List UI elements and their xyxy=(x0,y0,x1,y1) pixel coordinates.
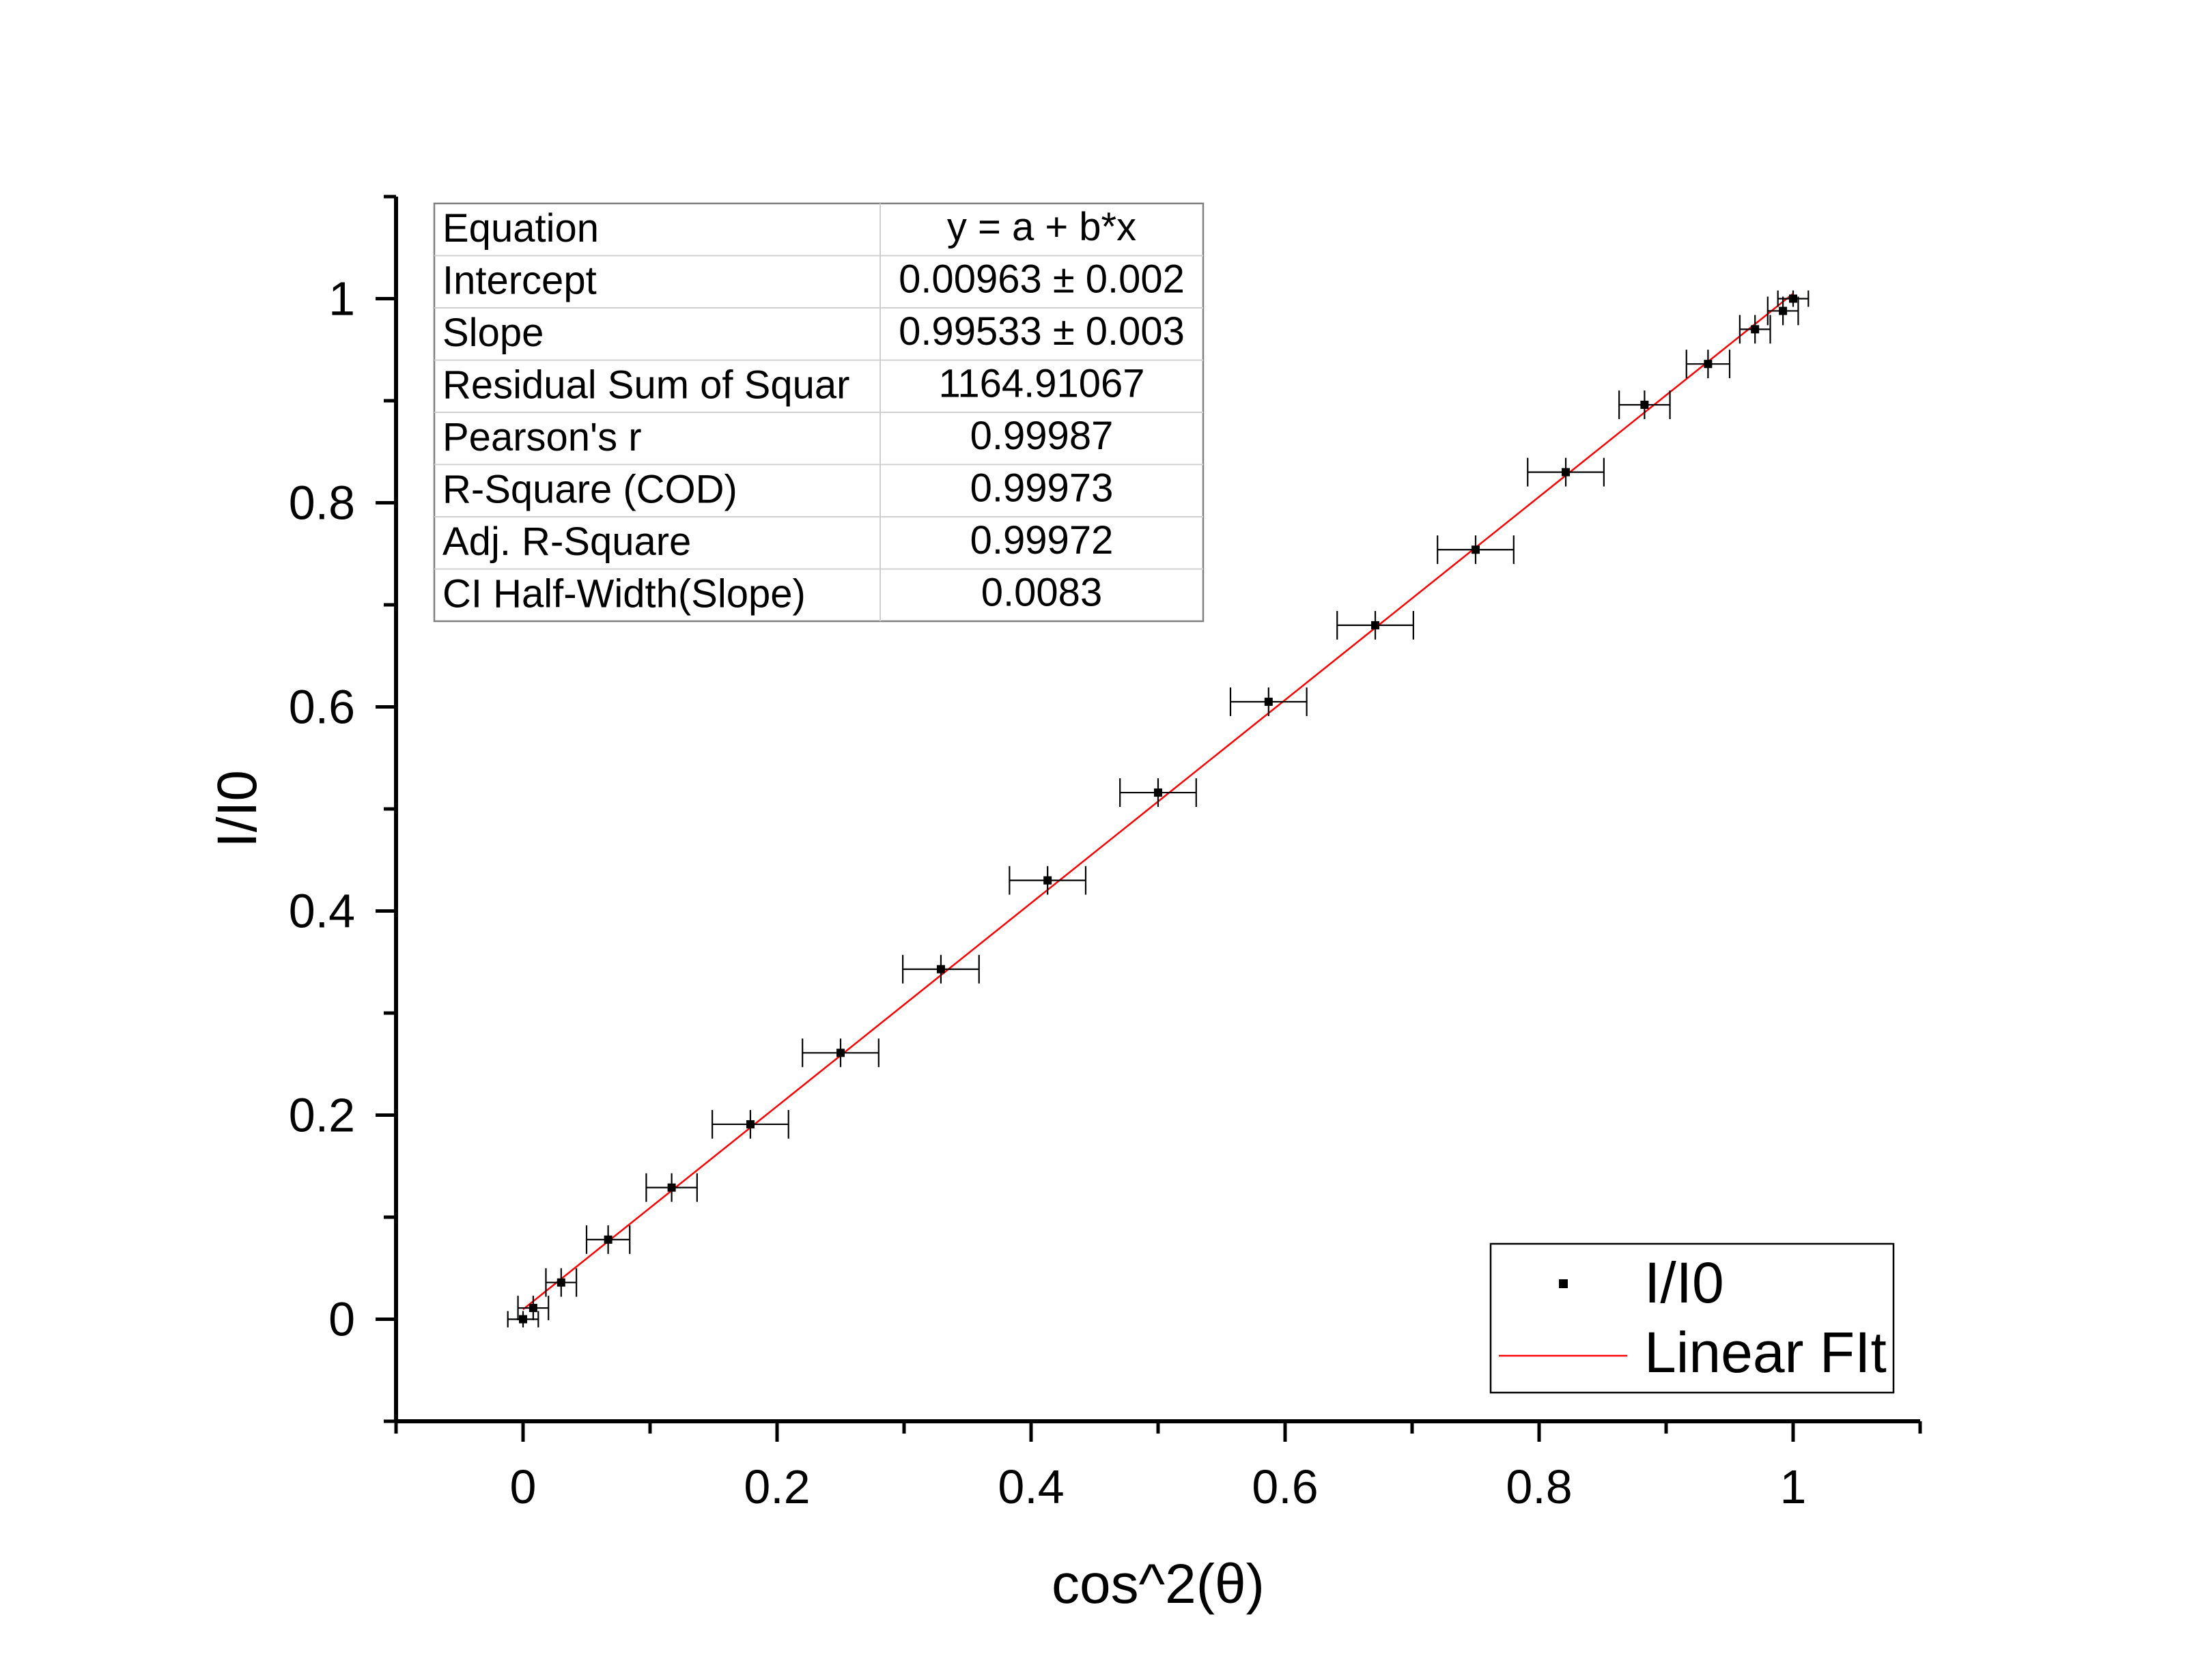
y-tick-label: 0.4 xyxy=(289,885,355,938)
stats-value: 1164.91067 xyxy=(938,362,1144,406)
data-point-group xyxy=(1738,315,1771,344)
axes: 0 0.2 0.4 0.6 0.8 1 0 0.2 0.4 0.6 0.8 1 cos^2(θ) I/I0 xyxy=(206,195,1922,1615)
data-point xyxy=(667,1183,676,1192)
legend-box xyxy=(1489,1242,1895,1394)
stats-table: Equation y = a + b*x Intercept 0.00963 ± 0.… xyxy=(433,202,1205,623)
data-point-group xyxy=(545,1268,578,1297)
data-point-group xyxy=(517,1296,550,1320)
stats-label: Intercept xyxy=(442,259,597,303)
y-axis-title: I/I0 xyxy=(206,770,268,848)
x-tick-label: 0 xyxy=(510,1460,537,1513)
y-tick-label: 0.2 xyxy=(289,1089,355,1142)
stats-value: 0.99972 xyxy=(970,518,1114,563)
data-point-group xyxy=(1618,390,1671,419)
y-tick-label: 0.8 xyxy=(289,476,355,530)
data-point xyxy=(1640,400,1649,409)
data-point-group xyxy=(1527,457,1605,487)
data-point xyxy=(836,1049,845,1057)
stats-value: 0.99533 ± 0.003 xyxy=(899,309,1185,354)
stats-label: Residual Sum of Squar xyxy=(442,363,849,408)
data-point xyxy=(1264,698,1273,707)
data-point xyxy=(557,1278,565,1287)
x-tick-label: 0.8 xyxy=(1506,1460,1572,1513)
x-tick-label: 1 xyxy=(1780,1460,1807,1513)
data-point-group xyxy=(1777,290,1810,307)
data-point-group xyxy=(902,954,980,984)
data-point xyxy=(1779,307,1788,315)
stats-label: CI Half-Width(Slope) xyxy=(442,572,806,616)
data-point xyxy=(936,965,945,973)
data-point xyxy=(1789,294,1797,303)
data-point-group xyxy=(802,1038,879,1068)
stats-value: 0.00963 ± 0.002 xyxy=(899,257,1185,302)
data-point xyxy=(519,1315,527,1324)
stats-value: 0.99987 xyxy=(970,414,1114,458)
x-tick-label: 0.4 xyxy=(998,1460,1064,1513)
stats-label: Slope xyxy=(442,311,544,355)
data-point xyxy=(1562,468,1571,476)
y-tick-label: 0.6 xyxy=(289,681,355,734)
x-tick-label: 0.6 xyxy=(1252,1460,1318,1513)
x-tick-label: 0.2 xyxy=(744,1460,810,1513)
stats-value: 0.99973 xyxy=(970,466,1114,511)
data-point-group xyxy=(712,1110,789,1139)
data-point-group xyxy=(1336,610,1414,640)
data-point xyxy=(1043,876,1052,885)
data-point-group xyxy=(1766,296,1799,326)
data-point xyxy=(1154,788,1162,797)
data-point xyxy=(1751,325,1760,334)
stats-value: 0.0083 xyxy=(981,571,1102,615)
stats-value: y = a + b*x xyxy=(947,205,1136,249)
data-point-group xyxy=(1229,687,1308,716)
data-point xyxy=(746,1120,755,1128)
data-point-group xyxy=(1437,535,1515,565)
data-point-group xyxy=(585,1225,631,1254)
data-point xyxy=(1704,360,1713,369)
data-point xyxy=(1472,545,1480,554)
legend-label-fit: Linear FIt xyxy=(1644,1320,1887,1384)
stats-label: Pearson's r xyxy=(442,415,642,459)
data-point xyxy=(1371,621,1380,629)
stats-label: R-Square (COD) xyxy=(442,468,737,512)
x-axis-title: cos^2(θ) xyxy=(1052,1553,1265,1615)
stats-label: Adj. R-Square xyxy=(442,519,691,564)
y-tick-label: 0 xyxy=(328,1293,355,1346)
data-point xyxy=(529,1304,537,1313)
data-point-group xyxy=(1119,778,1197,808)
legend-label-points: I/I0 xyxy=(1644,1251,1724,1315)
data-point-group xyxy=(1009,866,1087,895)
data-point-group xyxy=(645,1173,698,1202)
y-tick-label: 1 xyxy=(328,272,355,326)
data-points-layer xyxy=(507,290,1810,1328)
data-point-group xyxy=(1685,350,1731,379)
legend-marker-points xyxy=(1559,1279,1568,1288)
stats-label: Equation xyxy=(442,206,599,251)
data-point xyxy=(604,1235,613,1244)
